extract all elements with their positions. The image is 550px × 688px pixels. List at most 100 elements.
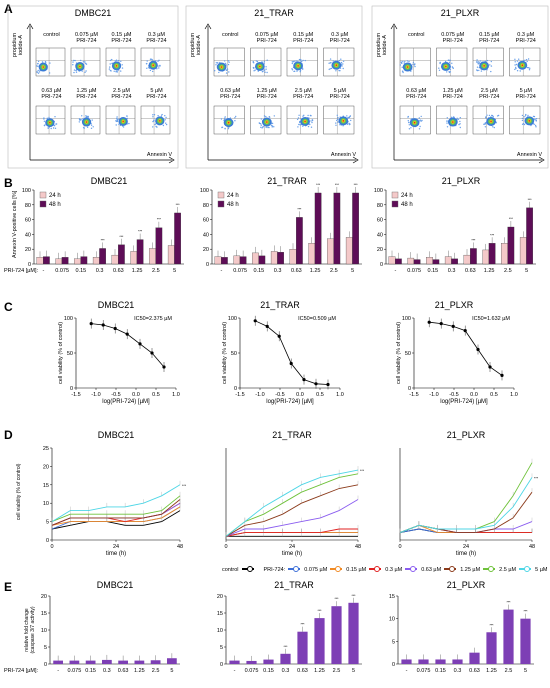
flow-dot bbox=[527, 114, 529, 117]
flow-dot bbox=[419, 119, 422, 121]
flow-dot bbox=[529, 67, 531, 70]
flow-dot bbox=[291, 68, 293, 70]
c-x-tick-label: -1.0 bbox=[429, 392, 438, 398]
e-bar bbox=[520, 618, 531, 664]
flow-dot bbox=[273, 115, 275, 117]
e-bar bbox=[401, 659, 412, 664]
b-x-tick-label: 0.15 bbox=[428, 268, 439, 274]
flow-dot bbox=[253, 70, 255, 72]
b-bar bbox=[444, 256, 452, 265]
flow-dot bbox=[85, 70, 87, 72]
flow-dot bbox=[496, 115, 499, 117]
e-bar bbox=[486, 632, 497, 664]
b-x-tick-label: 0.3 bbox=[96, 268, 104, 274]
flow-dot bbox=[215, 64, 217, 66]
d-x-tick-label: 0 bbox=[224, 544, 227, 550]
b-y-tick-label: 20 bbox=[25, 247, 31, 253]
flow-dot bbox=[90, 127, 93, 129]
c-point bbox=[463, 329, 467, 333]
flow-dot bbox=[400, 61, 402, 63]
flow-dot bbox=[407, 116, 409, 118]
flow-plot-label: 5 µM PRI-724 bbox=[330, 88, 350, 100]
flow-plot-label: 0.15 µM PRI-724 bbox=[479, 32, 500, 44]
e-ylabel: relative fold change(caspase 3/7 activit… bbox=[24, 606, 36, 653]
flow-density-red bbox=[79, 65, 81, 68]
caspase-kinetics: DMBC21 0 5 10 15 20 25 0 24 48 time (h) *** 21_TRAR 0… bbox=[43, 430, 539, 557]
flow-dot bbox=[299, 71, 301, 73]
e-sig: *** bbox=[489, 623, 494, 627]
c-point bbox=[101, 323, 105, 327]
b-bar bbox=[451, 258, 458, 265]
flow-dot bbox=[451, 66, 454, 68]
flow-dot bbox=[401, 62, 403, 64]
flow-dot bbox=[84, 71, 86, 74]
flow-dot bbox=[329, 62, 331, 64]
c-fit-curve bbox=[255, 320, 329, 385]
d-xlabel: time (h) bbox=[106, 551, 126, 557]
b-bar bbox=[136, 239, 144, 265]
flow-dot bbox=[346, 123, 349, 126]
flow-dot bbox=[260, 124, 262, 126]
e-bar bbox=[348, 602, 359, 664]
flow-dot bbox=[260, 126, 262, 128]
legend-d-item: 1.25 µM bbox=[460, 566, 481, 573]
b-x-tick-label: 0.63 bbox=[465, 268, 476, 274]
b-y-tick-label: 0 bbox=[380, 262, 383, 268]
d-x-tick-label: 24 bbox=[113, 544, 119, 550]
flow-dot bbox=[152, 116, 154, 118]
b-bar bbox=[149, 248, 156, 265]
flow-dot bbox=[264, 71, 266, 73]
b-bar bbox=[214, 256, 222, 265]
b-y-tick-label: 40 bbox=[25, 232, 31, 238]
flow-dot bbox=[268, 126, 270, 129]
e-x-tick-label: - bbox=[406, 668, 408, 674]
flow-density-red bbox=[406, 66, 409, 68]
flow-label-l2: PRI-724 bbox=[220, 94, 240, 100]
d-y-tick-label: 10 bbox=[43, 501, 49, 507]
caspase-fold-change: DMBC21 0 5 10 15 20 - 0.075 0.15 0.3 0.63 1.25 2.5 5 r… bbox=[4, 580, 534, 674]
flow-dot bbox=[420, 120, 422, 122]
c-point bbox=[125, 332, 129, 336]
b-bar bbox=[308, 243, 316, 265]
flow-dot bbox=[54, 116, 56, 118]
legend-d-item: 0.3 µM bbox=[385, 566, 403, 573]
d-y-tick-label: 15 bbox=[43, 483, 49, 489]
flow-density-red bbox=[115, 65, 118, 67]
c-xlabel: log(PRI-724) [µM] bbox=[440, 399, 488, 405]
b-x-tick-label: 0.15 bbox=[254, 268, 265, 274]
flow-y-arrow bbox=[26, 23, 34, 30]
flow-dot bbox=[476, 61, 479, 63]
flow-plot bbox=[105, 105, 136, 135]
flow-dot bbox=[217, 62, 219, 64]
flow-dot bbox=[514, 64, 516, 66]
flow-title: DMBC21 bbox=[75, 8, 112, 18]
d-series-line bbox=[399, 528, 532, 534]
flow-x-arrow bbox=[352, 156, 359, 164]
e-y-tick-label: 10 bbox=[389, 617, 395, 623]
e-y-tick-label: 5 bbox=[220, 645, 223, 651]
flow-dot bbox=[438, 69, 441, 72]
flow-dot bbox=[115, 120, 118, 123]
flow-dot bbox=[446, 122, 448, 124]
c-point bbox=[476, 347, 480, 352]
flow-label-l2: PRI-724 bbox=[41, 94, 61, 100]
b-x-tick-label: 1.25 bbox=[310, 268, 321, 274]
flow-dot bbox=[519, 70, 521, 72]
flow-dot bbox=[476, 69, 479, 72]
flow-dot bbox=[521, 119, 524, 122]
e-sig: *** bbox=[506, 601, 511, 605]
flow-dot bbox=[525, 113, 527, 116]
e-bar bbox=[314, 618, 325, 664]
flow-dot bbox=[408, 60, 410, 63]
d-x-tick-label: 48 bbox=[529, 544, 535, 550]
flow-dot bbox=[74, 59, 76, 62]
e-chart-title: 21_PLXR bbox=[447, 580, 486, 590]
flow-dot bbox=[337, 116, 339, 119]
b-legend-swatch bbox=[39, 191, 47, 199]
flow-label-l1: 0.63 µM bbox=[406, 88, 426, 94]
flow-dot bbox=[412, 63, 414, 65]
flow-label-l1: 0.15 µM bbox=[479, 32, 499, 38]
flow-density-red bbox=[304, 120, 306, 123]
flow-label-l2: PRI-724 bbox=[330, 94, 350, 100]
e-y-tick-label: 10 bbox=[217, 628, 223, 634]
